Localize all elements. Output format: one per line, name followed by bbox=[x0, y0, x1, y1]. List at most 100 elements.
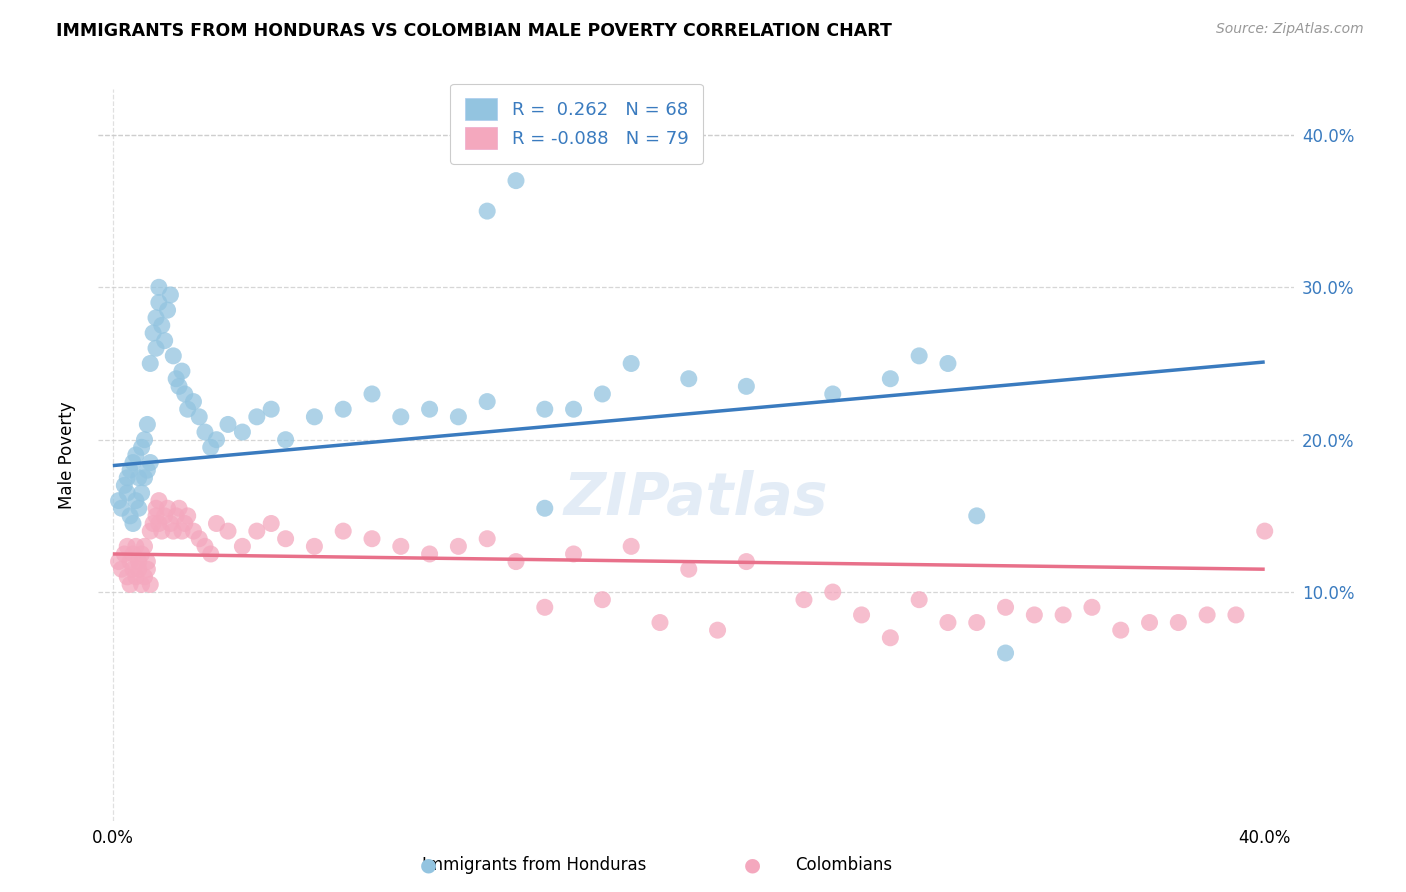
Point bbox=[115, 471, 138, 485]
Point bbox=[620, 539, 643, 553]
Point bbox=[183, 394, 205, 409]
Point bbox=[648, 615, 671, 630]
Point bbox=[162, 349, 184, 363]
Point bbox=[136, 555, 159, 569]
Point bbox=[793, 592, 815, 607]
Point bbox=[153, 508, 176, 523]
Text: IMMIGRANTS FROM HONDURAS VS COLOMBIAN MALE POVERTY CORRELATION CHART: IMMIGRANTS FROM HONDURAS VS COLOMBIAN MA… bbox=[56, 22, 893, 40]
Point bbox=[131, 577, 153, 591]
Point bbox=[217, 524, 239, 538]
Point bbox=[188, 409, 211, 424]
Point bbox=[145, 508, 167, 523]
Point bbox=[533, 600, 555, 615]
Point bbox=[176, 508, 198, 523]
Point bbox=[148, 516, 170, 531]
Point bbox=[260, 516, 283, 531]
Point bbox=[879, 631, 901, 645]
Point bbox=[150, 524, 173, 538]
Text: ●: ● bbox=[744, 855, 761, 875]
Text: Source: ZipAtlas.com: Source: ZipAtlas.com bbox=[1216, 22, 1364, 37]
Point bbox=[678, 562, 700, 576]
Point bbox=[150, 318, 173, 333]
Point bbox=[217, 417, 239, 432]
Point bbox=[936, 356, 959, 371]
Point bbox=[274, 433, 297, 447]
Point bbox=[1109, 623, 1132, 637]
Point bbox=[170, 364, 193, 378]
Point bbox=[821, 387, 844, 401]
Point bbox=[131, 440, 153, 454]
Point bbox=[591, 387, 613, 401]
Point bbox=[231, 539, 253, 553]
Point bbox=[735, 379, 758, 393]
Point bbox=[304, 409, 326, 424]
Point bbox=[125, 539, 148, 553]
Point bbox=[194, 425, 217, 439]
Point bbox=[115, 486, 138, 500]
Point bbox=[447, 539, 470, 553]
Point bbox=[505, 173, 527, 187]
Point bbox=[389, 409, 412, 424]
Point bbox=[966, 615, 988, 630]
Point bbox=[200, 440, 222, 454]
Point bbox=[128, 471, 150, 485]
Point bbox=[122, 547, 145, 561]
Text: Immigrants from Honduras: Immigrants from Honduras bbox=[422, 856, 647, 874]
Text: ZIPatlas: ZIPatlas bbox=[564, 470, 828, 527]
Point bbox=[128, 562, 150, 576]
Point bbox=[156, 501, 179, 516]
Point bbox=[735, 555, 758, 569]
Point bbox=[120, 508, 142, 523]
Point bbox=[205, 433, 228, 447]
Point bbox=[200, 547, 222, 561]
Point bbox=[176, 402, 198, 417]
Point bbox=[821, 585, 844, 599]
Point bbox=[136, 417, 159, 432]
Point bbox=[142, 326, 165, 340]
Point bbox=[156, 303, 179, 318]
Point bbox=[332, 524, 354, 538]
Point bbox=[122, 562, 145, 576]
Point bbox=[107, 493, 129, 508]
Point bbox=[1254, 524, 1277, 538]
Point bbox=[145, 501, 167, 516]
Point bbox=[533, 501, 555, 516]
Point bbox=[167, 379, 190, 393]
Point bbox=[128, 555, 150, 569]
Point bbox=[148, 295, 170, 310]
Point bbox=[246, 409, 269, 424]
Point bbox=[194, 539, 217, 553]
Point bbox=[246, 524, 269, 538]
Point bbox=[165, 372, 187, 386]
Point bbox=[122, 456, 145, 470]
Point bbox=[153, 334, 176, 348]
Point bbox=[131, 547, 153, 561]
Point bbox=[139, 356, 162, 371]
Point bbox=[332, 402, 354, 417]
Point bbox=[128, 501, 150, 516]
Point bbox=[159, 288, 181, 302]
Point bbox=[145, 341, 167, 355]
Point bbox=[134, 433, 156, 447]
Point bbox=[110, 562, 132, 576]
Point bbox=[188, 532, 211, 546]
Point bbox=[148, 493, 170, 508]
Point bbox=[110, 501, 132, 516]
Point bbox=[505, 555, 527, 569]
Point bbox=[389, 539, 412, 553]
Point bbox=[477, 532, 499, 546]
Point bbox=[134, 471, 156, 485]
Point bbox=[274, 532, 297, 546]
Point bbox=[562, 402, 585, 417]
Point bbox=[136, 463, 159, 477]
Point bbox=[148, 280, 170, 294]
Point bbox=[125, 493, 148, 508]
Point bbox=[120, 577, 142, 591]
Point bbox=[936, 615, 959, 630]
Point bbox=[115, 539, 138, 553]
Point bbox=[173, 387, 195, 401]
Point bbox=[908, 592, 931, 607]
Point bbox=[142, 516, 165, 531]
Point bbox=[139, 456, 162, 470]
Point bbox=[966, 508, 988, 523]
